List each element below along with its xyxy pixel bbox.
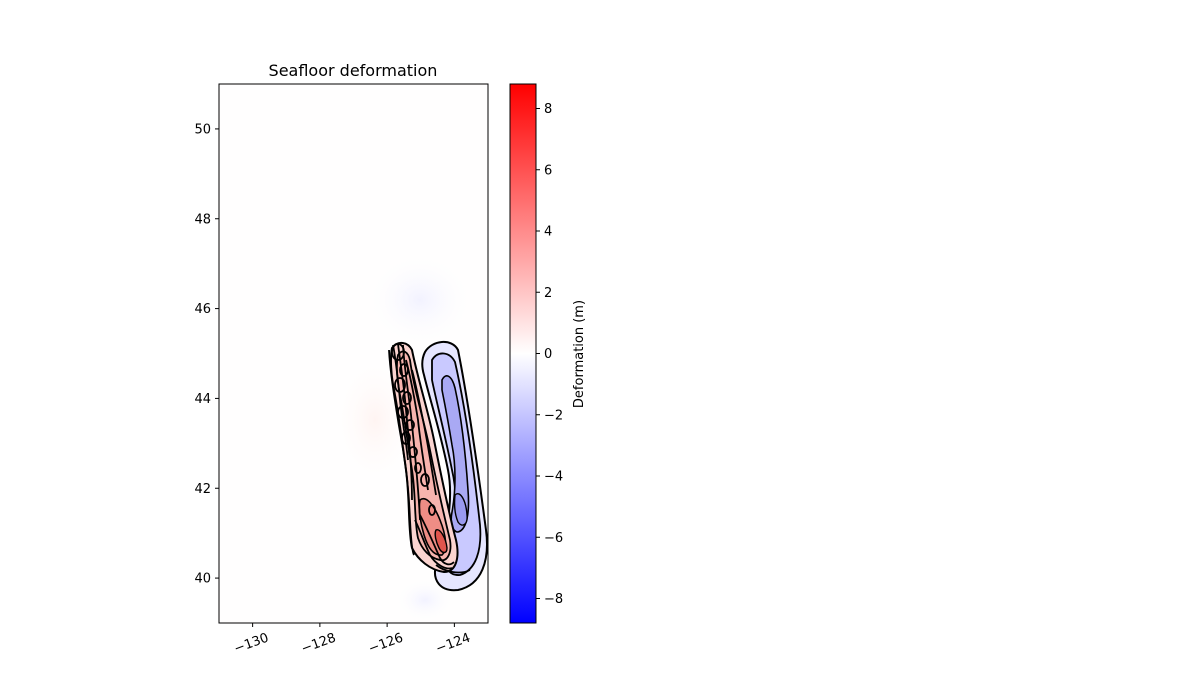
colorbar-tick-label: −2 — [544, 408, 563, 423]
x-tick-label: −128 — [299, 631, 338, 657]
colorbar-tick-label: 4 — [544, 225, 552, 240]
colorbar-label: Deformation (m) — [572, 300, 587, 408]
colorbar-tick-label: −4 — [544, 470, 563, 485]
faint-subsidence-halo-south — [395, 578, 455, 622]
colorbar-tick-label: 2 — [544, 286, 552, 301]
colorbar-tick-label: −6 — [544, 531, 563, 546]
colorbar-tick-label: 0 — [544, 347, 552, 362]
y-tick-label: 42 — [194, 482, 211, 497]
subsidence-zone-inner — [441, 375, 470, 533]
contour-lines — [388, 343, 471, 574]
x-axis: −130 −128 −126 −124 — [232, 623, 473, 657]
faint-subsidence-halo — [365, 252, 475, 348]
colorbar-tick-label: 6 — [544, 163, 552, 178]
chart-title: Seafloor deformation — [269, 61, 438, 80]
colorbar: −8 −6 −4 −2 0 2 4 6 8 Deformation (m) — [509, 83, 587, 624]
colorbar-ticks: −8 −6 −4 −2 0 2 4 6 8 — [536, 102, 563, 607]
x-tick-label: −130 — [232, 631, 271, 657]
deformation-field — [330, 252, 488, 622]
y-axis: 40 42 44 46 48 50 — [194, 122, 219, 587]
x-tick-label: −124 — [434, 631, 473, 657]
subsidence-zone-core — [453, 493, 468, 526]
colorbar-tick-label: 8 — [544, 102, 552, 117]
plot-frame — [218, 83, 489, 624]
colorbar-tick-label: −8 — [544, 592, 563, 607]
plot-area — [218, 83, 489, 624]
y-tick-label: 44 — [194, 392, 211, 407]
y-tick-label: 48 — [194, 212, 211, 227]
colorbar-gradient — [509, 83, 537, 624]
y-tick-label: 50 — [194, 122, 211, 137]
uplift-peak — [434, 529, 448, 554]
y-tick-label: 46 — [194, 302, 211, 317]
y-tick-label: 40 — [194, 572, 211, 587]
x-tick-label: −126 — [367, 631, 406, 657]
